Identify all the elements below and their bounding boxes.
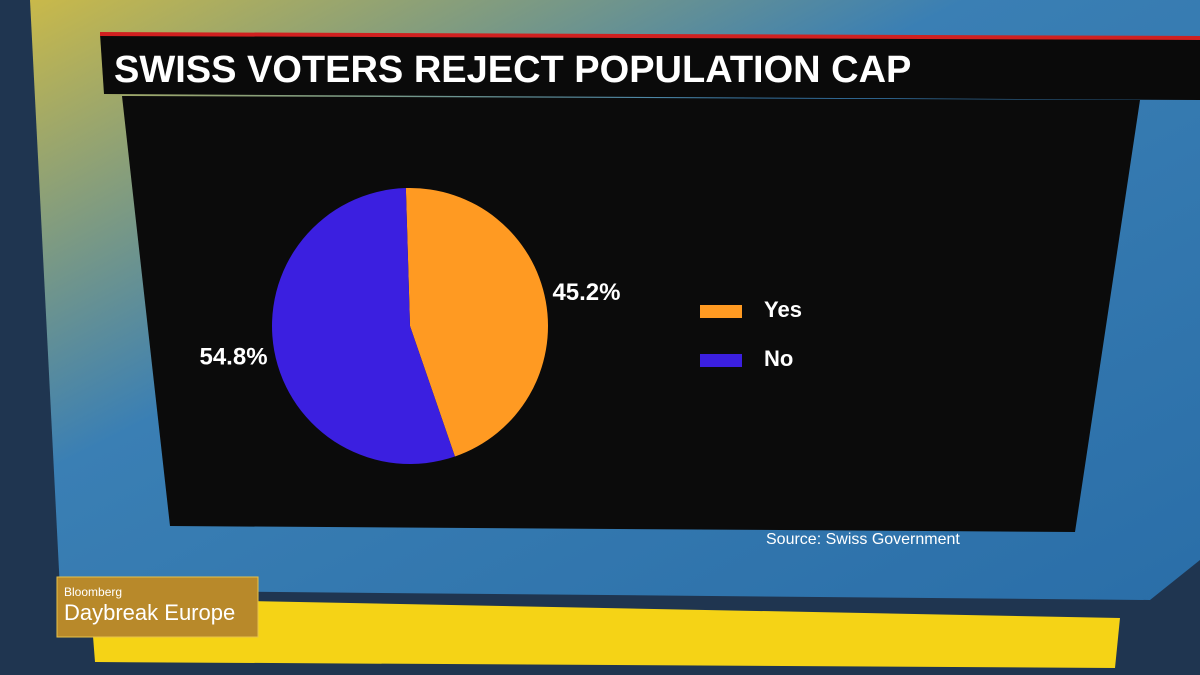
data-label: 54.8%	[199, 344, 267, 371]
legend-swatch	[700, 354, 742, 367]
title-rule	[99, 32, 1200, 40]
data-label: 45.2%	[552, 279, 620, 306]
legend-label: No	[764, 346, 793, 371]
pie-slice	[272, 188, 455, 465]
yellow-band	[90, 598, 1120, 668]
chart-title: SWISS VOTERS REJECT POPULATION CAP	[114, 49, 911, 91]
show-badge	[56, 576, 259, 638]
show-name: Daybreak Europe	[64, 600, 235, 625]
pie-chart: 45.2% 54.8% Yes No	[199, 188, 802, 465]
legend-swatch	[700, 305, 742, 318]
network-name: Bloomberg	[64, 585, 122, 599]
title-bar	[100, 34, 1200, 100]
source-note: Source: Swiss Government	[766, 531, 960, 548]
pie-slice	[405, 188, 549, 457]
legend-label: Yes	[764, 297, 802, 322]
